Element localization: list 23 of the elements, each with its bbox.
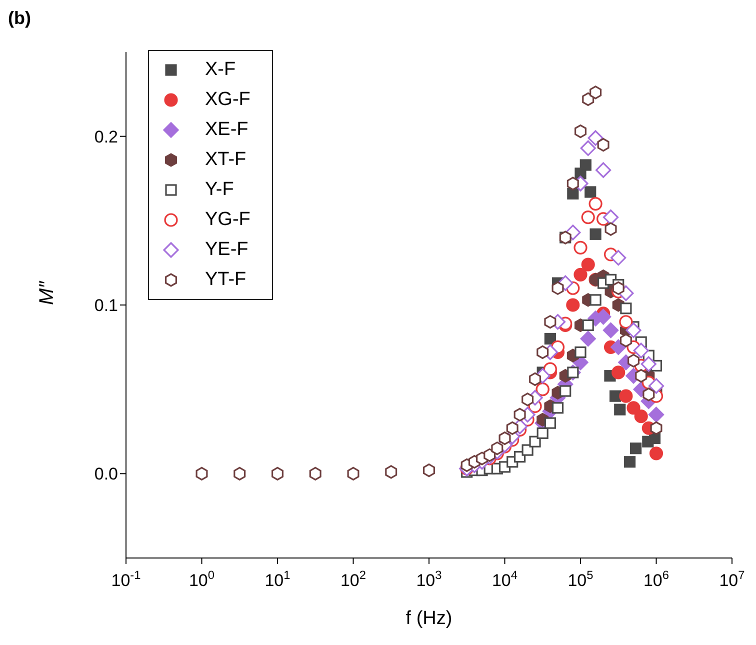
legend-label: XG-F — [205, 89, 250, 111]
x-tick-label: 10$^{5}$ — [568, 568, 594, 590]
legend-label: XT-F — [205, 149, 246, 171]
y-tick-label: 0.0 — [94, 464, 118, 484]
x-tick-label: 10$^{0}$ — [188, 568, 215, 590]
x-tick-label: 10$^{7}$ — [719, 568, 746, 590]
legend-label: YE-F — [205, 239, 248, 261]
text: (b) — [8, 8, 31, 29]
legend-label: YT-F — [205, 269, 246, 291]
x-tick-label: 10$^{1}$ — [264, 568, 291, 590]
x-tick-label: 10$^{2}$ — [340, 568, 366, 590]
x-axis-title: f (Hz) — [406, 608, 452, 629]
legend-label: X-F — [205, 59, 236, 81]
x-tick-label: 10$^{6}$ — [643, 568, 670, 590]
y-axis-title: M″ — [36, 280, 58, 305]
legend-label: Y-F — [205, 179, 234, 201]
x-tick-label: 10$^{3}$ — [416, 568, 442, 590]
y-tick-label: 0.2 — [94, 127, 118, 146]
x-tick-label: 10$^{-1}$ — [111, 568, 142, 590]
legend-label: YG-F — [205, 209, 250, 231]
legend-label: XE-F — [205, 119, 248, 141]
y-tick-label: 0.1 — [94, 296, 118, 316]
x-tick-label: 10$^{4}$ — [492, 568, 518, 590]
